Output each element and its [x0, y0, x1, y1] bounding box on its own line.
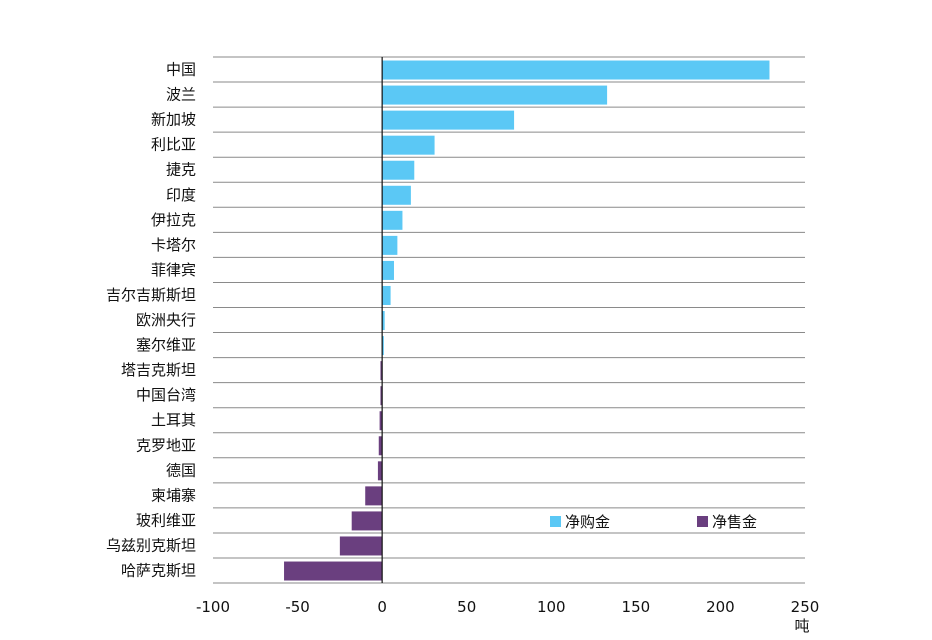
x-tick-label: 200 — [706, 598, 735, 616]
x-tick-label: -50 — [285, 598, 310, 616]
category-label: 菲律宾 — [151, 261, 196, 279]
bar-net-sell-18 — [351, 511, 383, 531]
x-tick-label: 150 — [622, 598, 651, 616]
category-label: 印度 — [166, 186, 196, 204]
category-label: 捷克 — [166, 161, 196, 179]
gridlines — [213, 56, 805, 584]
bar-net-buy-8 — [382, 260, 394, 280]
x-tick-label: -100 — [196, 598, 230, 616]
category-label: 德国 — [166, 461, 196, 479]
bar-net-sell-20 — [284, 561, 383, 581]
category-label: 乌兹别克斯坦 — [106, 536, 196, 554]
bar-net-buy-5 — [382, 185, 411, 205]
category-label: 波兰 — [166, 86, 196, 104]
category-label: 利比亚 — [151, 136, 196, 154]
x-axis-unit-label: 吨 — [794, 617, 809, 635]
category-label: 中国 — [166, 61, 196, 79]
x-tick-label: 100 — [537, 598, 566, 616]
bar-net-buy-7 — [382, 235, 398, 255]
bar-net-buy-3 — [382, 135, 435, 155]
bar-net-buy-0 — [382, 60, 770, 80]
legend: 净购金 净售金 — [550, 513, 757, 531]
bar-net-buy-11 — [382, 336, 384, 356]
legend-label-net-buy: 净购金 — [565, 513, 610, 531]
bars — [284, 60, 770, 581]
category-label: 新加坡 — [151, 111, 196, 129]
bar-net-buy-4 — [382, 160, 415, 180]
legend-swatch-net-sell — [697, 516, 708, 527]
category-label: 柬埔寨 — [151, 486, 196, 504]
bar-net-buy-10 — [382, 311, 385, 331]
x-tick-labels: -100 -50 0 50 100 150 200 250 — [196, 598, 819, 616]
bar-net-buy-1 — [382, 85, 608, 105]
category-label: 玻利维亚 — [136, 511, 196, 529]
x-tick-label: 250 — [791, 598, 820, 616]
bar-net-sell-17 — [365, 486, 383, 506]
category-label: 伊拉克 — [151, 211, 196, 229]
bar-net-buy-2 — [382, 110, 515, 130]
bar-net-sell-19 — [339, 536, 383, 556]
bar-net-sell-12 — [380, 361, 383, 381]
bar-net-sell-16 — [377, 461, 383, 481]
bar-net-buy-6 — [382, 210, 403, 230]
category-label: 土耳其 — [151, 411, 196, 429]
category-label: 克罗地亚 — [136, 436, 196, 454]
bar-net-sell-13 — [380, 386, 383, 406]
category-label: 塞尔维亚 — [136, 336, 196, 354]
category-labels: 中国波兰新加坡利比亚捷克印度伊拉克卡塔尔菲律宾吉尔吉斯斯坦欧洲央行塞尔维亚塔吉克… — [106, 61, 196, 580]
legend-label-net-sell: 净售金 — [712, 513, 757, 531]
category-label: 中国台湾 — [136, 386, 196, 404]
bar-net-sell-15 — [378, 436, 383, 456]
category-label: 吉尔吉斯斯坦 — [106, 286, 196, 304]
x-tick-label: 0 — [377, 598, 387, 616]
bar-net-sell-14 — [379, 411, 383, 431]
legend-swatch-net-buy — [550, 516, 561, 527]
category-label: 欧洲央行 — [136, 311, 196, 329]
category-label: 卡塔尔 — [151, 236, 196, 254]
category-label: 塔吉克斯坦 — [121, 361, 196, 379]
x-tick-label: 50 — [457, 598, 476, 616]
category-label: 哈萨克斯坦 — [121, 562, 196, 580]
bar-net-buy-9 — [382, 285, 391, 305]
